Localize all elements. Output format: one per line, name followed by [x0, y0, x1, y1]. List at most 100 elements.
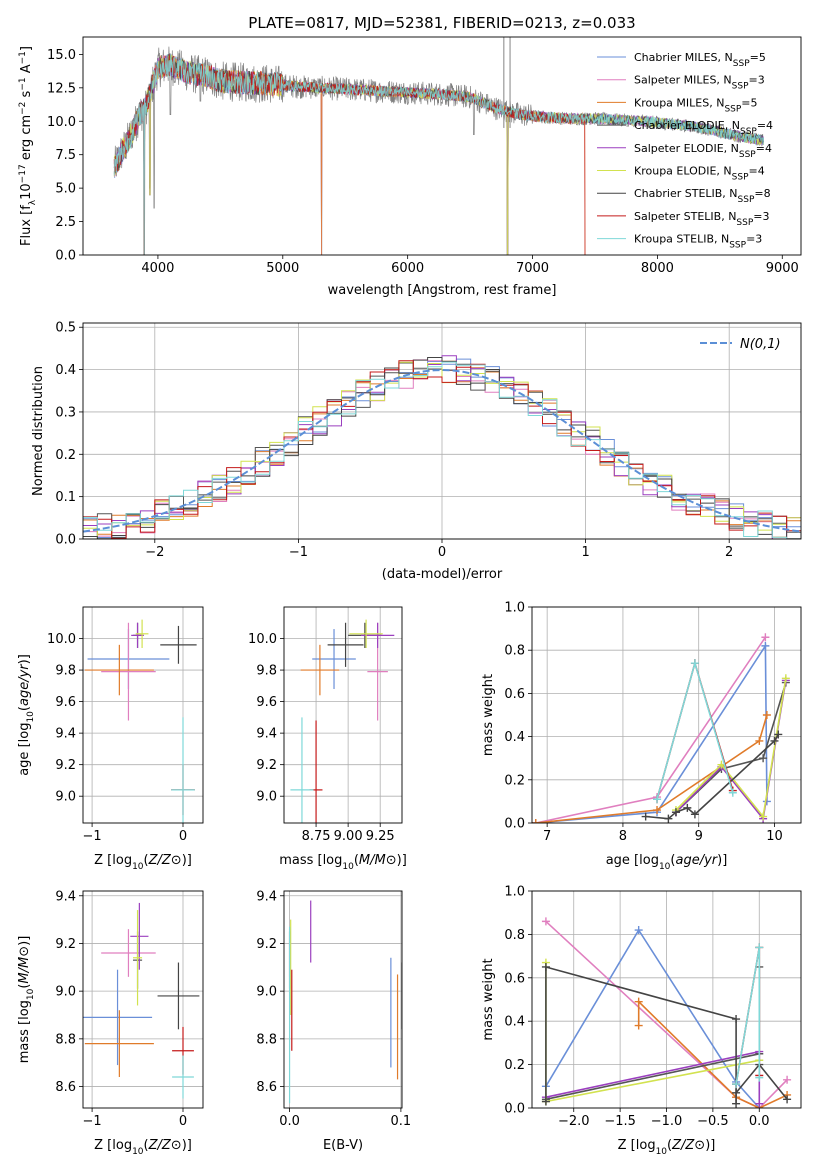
label-part: ( — [354, 853, 359, 868]
mass-weight-point — [755, 736, 764, 745]
label-part: ( — [17, 984, 32, 989]
label-part: Z [log — [94, 1138, 132, 1153]
mass-weight-point — [732, 1015, 741, 1024]
age-vs-Z-axes-marks — [84, 619, 197, 823]
legend-entry: Salpeter ELODIE, NSSP=4 — [634, 142, 772, 160]
legend-entry: Kroupa MILES, NSSP=5 — [634, 96, 758, 114]
mass-weight-point — [732, 1099, 741, 1108]
y-tick-label: 9.6 — [55, 695, 76, 710]
label-part: SSP — [738, 195, 755, 205]
mass-weight-line — [675, 678, 787, 819]
label-part: SSP — [724, 104, 741, 114]
x-tick-label: 8000 — [641, 261, 674, 276]
axes-frame — [82, 606, 204, 824]
mass-weight-point — [770, 736, 779, 745]
label-part: Flux [f — [19, 205, 34, 246]
y-tick-label: 9.2 — [256, 758, 277, 773]
age-vs-Z-y-label: age [log10(age/yr)] — [17, 654, 36, 776]
mass-vs-Z-y-label: mass [log10(M/M⊙)] — [17, 936, 36, 1064]
age-vs-mass-x-label: mass [log10(M/M⊙)] — [279, 853, 407, 872]
mass-weight-point — [541, 962, 550, 971]
label-part: −1 — [18, 77, 28, 90]
label-part: age [log — [17, 723, 32, 776]
label-part: −1 — [18, 51, 28, 64]
y-tick-label: 0.1 — [55, 490, 76, 505]
y-tick-label: 9.4 — [256, 889, 277, 904]
y-tick-label: 9.4 — [55, 727, 76, 742]
y-tick-label: 9.2 — [55, 758, 76, 773]
label-part: ] — [19, 46, 34, 51]
label-part: )] — [705, 1138, 715, 1153]
mass-weight-point — [781, 674, 790, 683]
x-tick-label: 7 — [543, 829, 551, 844]
weight-vs-Z-axes-marks — [541, 917, 792, 1108]
y-tick-label: 8.6 — [256, 1080, 277, 1095]
label-part: )] — [182, 853, 192, 868]
legend-entry: Chabrier STELIB, NSSP=8 — [634, 187, 771, 205]
y-tick-label: 9.0 — [55, 985, 76, 1000]
label-part: ( — [667, 1138, 672, 1153]
label-part: s — [19, 90, 34, 101]
y-tick-label: 8.8 — [256, 1032, 277, 1047]
spectrum-x-label: wavelength [Angstrom, rest frame] — [328, 283, 557, 298]
label-part: ( — [17, 706, 32, 711]
age-vs-Z-x-label: Z [log10(Z/Z⊙)] — [94, 853, 192, 872]
label-part: 10 — [26, 711, 36, 723]
y-tick-label: 1.0 — [504, 885, 525, 900]
label-part: =3 — [749, 74, 765, 87]
x-tick-label: 0 — [438, 545, 446, 560]
x-tick-label: −0.5 — [697, 1114, 729, 1129]
figure-title: PLATE=0817, MJD=52381, FIBERID=0213, z=0… — [248, 14, 635, 32]
mass-weight-point — [634, 997, 643, 1006]
label-part: Salpeter ELODIE, N — [634, 142, 739, 155]
spectrum-y-label: Flux [fλ10−17 erg cm−2 s−1 A−1] — [18, 46, 38, 246]
label-part: 10 — [659, 862, 671, 872]
axes-frame — [82, 36, 802, 256]
label-part: A — [19, 64, 34, 77]
label-part: SSP — [732, 82, 749, 92]
y-tick-label: 7.5 — [55, 148, 76, 163]
x-tick-label: 1 — [581, 545, 589, 560]
normal-distribution-line — [83, 368, 801, 533]
x-tick-label: 5000 — [266, 261, 299, 276]
legend-entry: Chabrier MILES, NSSP=5 — [634, 51, 766, 69]
y-tick-label: 0.6 — [504, 687, 525, 702]
mass-weight-point — [641, 812, 650, 821]
x-tick-label: −1 — [83, 829, 102, 844]
residuals-axes-marks — [83, 355, 801, 539]
label-part: 10 — [656, 1147, 668, 1157]
y-tick-label: 0.2 — [504, 773, 525, 788]
label-part: Kroupa MILES, N — [634, 96, 724, 109]
weight-vs-Z-x-label: Z [log10(Z/Z⊙)] — [618, 1138, 716, 1157]
mass-weight-point — [653, 795, 662, 804]
x-tick-label: 0 — [179, 829, 187, 844]
y-tick-label: 0.4 — [504, 1015, 525, 1030]
x-tick-label: −1.5 — [604, 1114, 636, 1129]
x-tick-label: −2 — [145, 545, 164, 560]
mass-weight-point — [683, 803, 692, 812]
mass-weight-point — [755, 943, 764, 952]
plot-layer: 4000 5000 6000 7000 8000 90000.02.55.07.510.0… — [17, 36, 802, 1157]
y-tick-label: 10.0 — [248, 632, 277, 647]
mass-weight-point — [783, 1095, 792, 1104]
label-part: 10 — [26, 988, 36, 1000]
label-part: SSP — [729, 241, 746, 251]
y-tick-label: 0.2 — [55, 448, 76, 463]
mass-weight-point — [541, 1097, 550, 1106]
label-part: )] — [17, 936, 32, 946]
label-part: 10 — [342, 862, 354, 872]
x-tick-label: 0.0 — [279, 1114, 300, 1129]
age-vs-Z-axes: −1 09.09.29.49.69.810.0Z [log10(Z/Z⊙)]age… — [17, 606, 204, 872]
label-part: E(B-V) — [323, 1138, 363, 1153]
label-part: Z [log — [94, 853, 132, 868]
mass-weight-point — [634, 1021, 643, 1030]
x-tick-label: 0.1 — [391, 1114, 412, 1129]
label-part: Z [log — [618, 1138, 656, 1153]
label-part: =4 — [749, 165, 765, 178]
mass-weight-point — [759, 754, 768, 763]
label-part: =8 — [754, 187, 770, 200]
weight-vs-age-x-label: age [log10(age/yr)] — [606, 853, 728, 872]
label-part: N(0,1) — [740, 337, 781, 352]
